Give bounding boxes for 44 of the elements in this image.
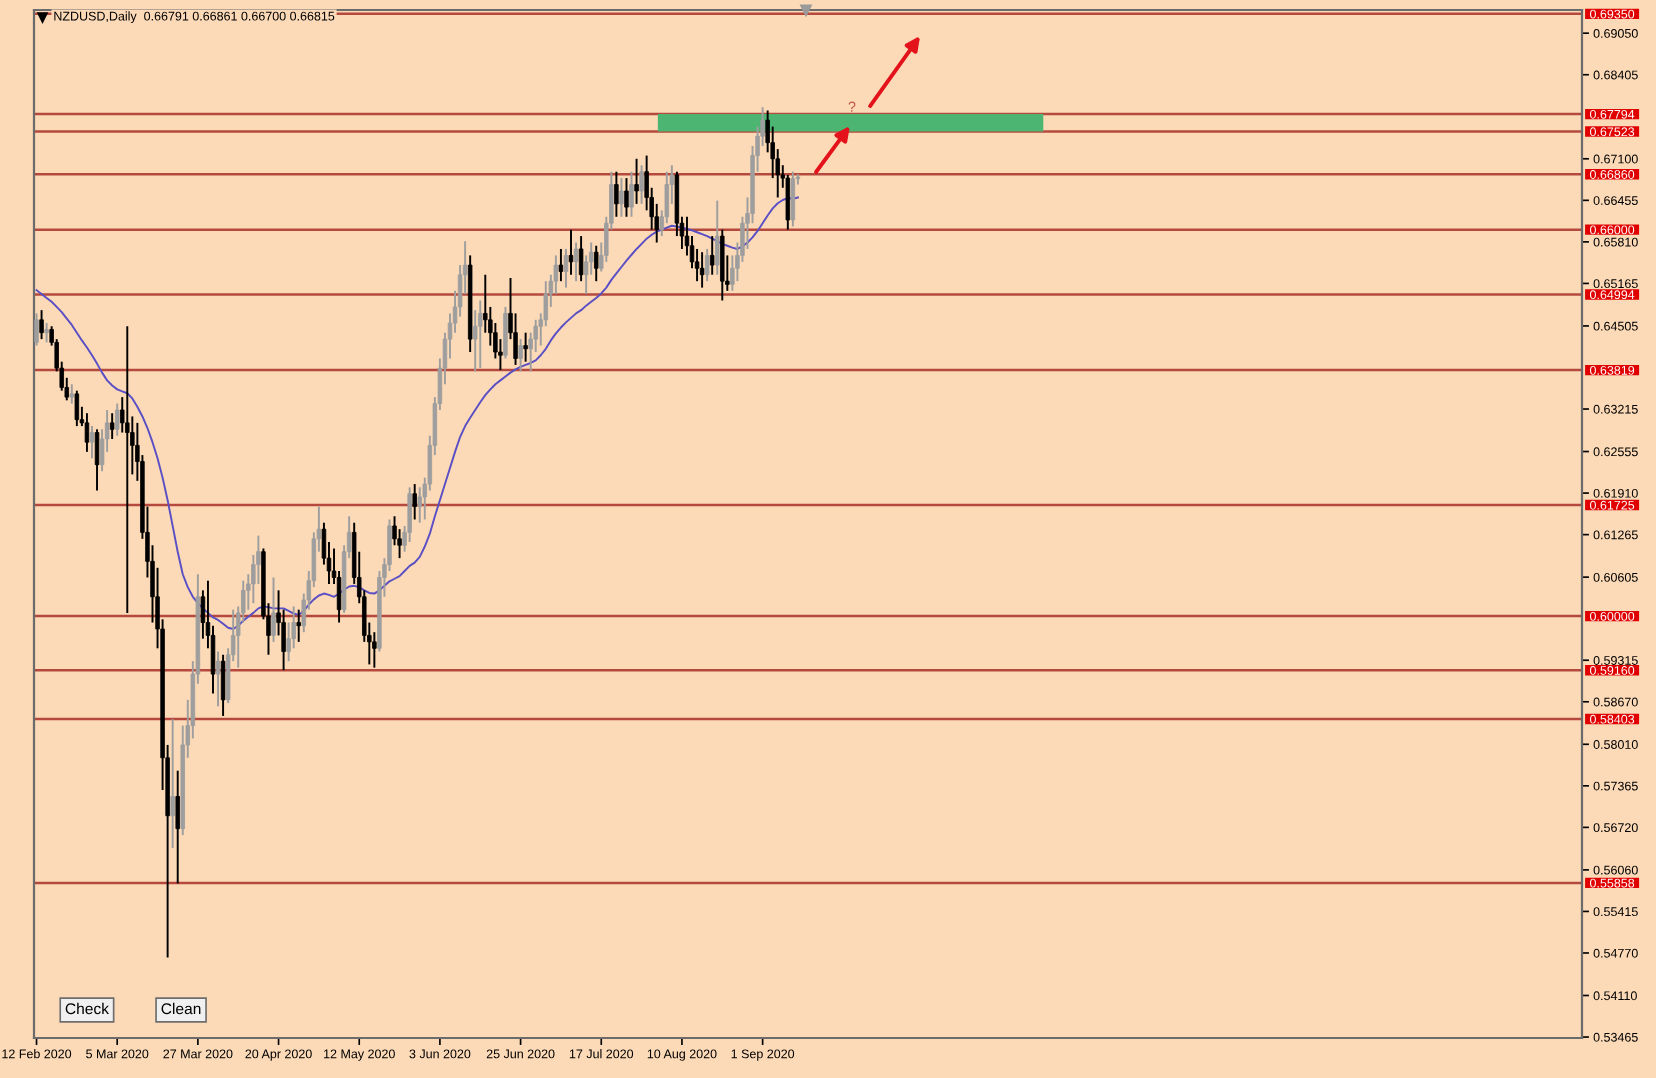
candlestick: [74, 389, 80, 428]
candlestick: [624, 177, 629, 218]
candlestick: [790, 170, 796, 228]
candlestick: [94, 428, 100, 492]
candlestick: [44, 322, 49, 344]
candlestick: [634, 157, 639, 205]
candlestick: [503, 305, 508, 360]
candlestick: [372, 631, 377, 669]
candlestick: [109, 412, 115, 440]
candlestick: [715, 199, 720, 276]
candlestick: [296, 608, 301, 643]
candlestick: [709, 235, 715, 276]
candlestick: [114, 402, 120, 437]
candlestick: [563, 247, 569, 289]
candlestick: [175, 769, 180, 885]
candlestick: [593, 244, 599, 283]
candlestick: [407, 486, 412, 544]
candlestick: [614, 170, 619, 218]
candlestick: [200, 589, 206, 640]
candlestick: [704, 247, 710, 283]
candlestick: [215, 650, 221, 708]
candlestick: [523, 331, 528, 363]
candlestick: [271, 576, 276, 643]
candlestick: [785, 173, 791, 231]
candlestick: [619, 177, 624, 218]
candlestick: [89, 425, 95, 460]
candlestick: [39, 309, 44, 341]
candlestick: [220, 653, 226, 717]
candlestick: [573, 241, 579, 283]
candlestick: [720, 228, 725, 302]
candlestick: [417, 486, 422, 524]
candlestick: [170, 718, 175, 849]
candlestick: [125, 325, 130, 614]
candlestick: [518, 338, 523, 373]
candlestick: [699, 251, 705, 289]
candlestick: [69, 383, 75, 405]
candlestick: [84, 412, 90, 453]
candlestick: [578, 235, 584, 283]
candlestick: [478, 299, 483, 370]
candlestick: [412, 483, 417, 521]
candlestick: [34, 312, 39, 347]
candlestick: [629, 170, 634, 218]
candlestick: [639, 164, 644, 205]
candlestick: [558, 247, 564, 283]
